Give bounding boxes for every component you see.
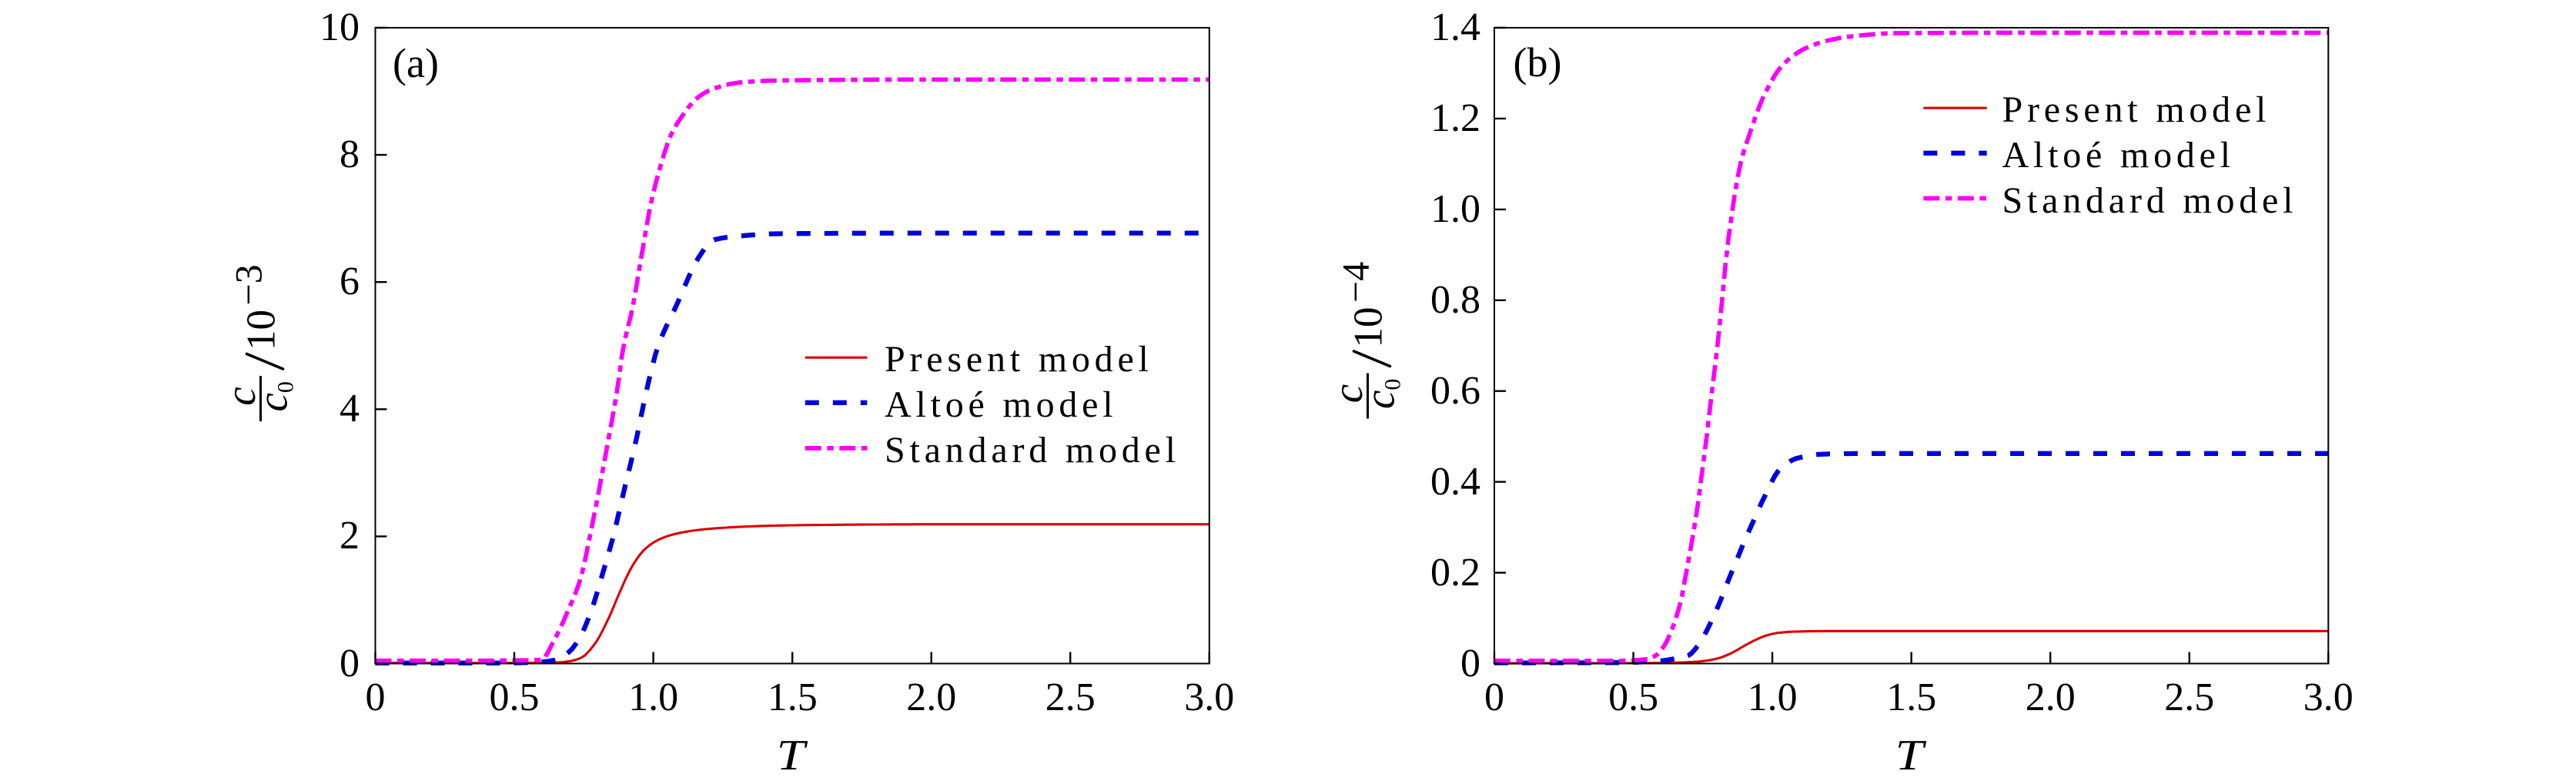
svg-text:c0: c0 <box>249 381 299 411</box>
svg-text:−4: −4 <box>1334 262 1377 303</box>
svg-text:c: c <box>217 387 264 405</box>
svg-text:c0: c0 <box>1357 379 1406 409</box>
svg-text:10: 10 <box>239 310 284 350</box>
svg-text:−3: −3 <box>227 264 270 305</box>
svg-text:10: 10 <box>1347 307 1391 348</box>
svg-text:c: c <box>1324 384 1371 403</box>
